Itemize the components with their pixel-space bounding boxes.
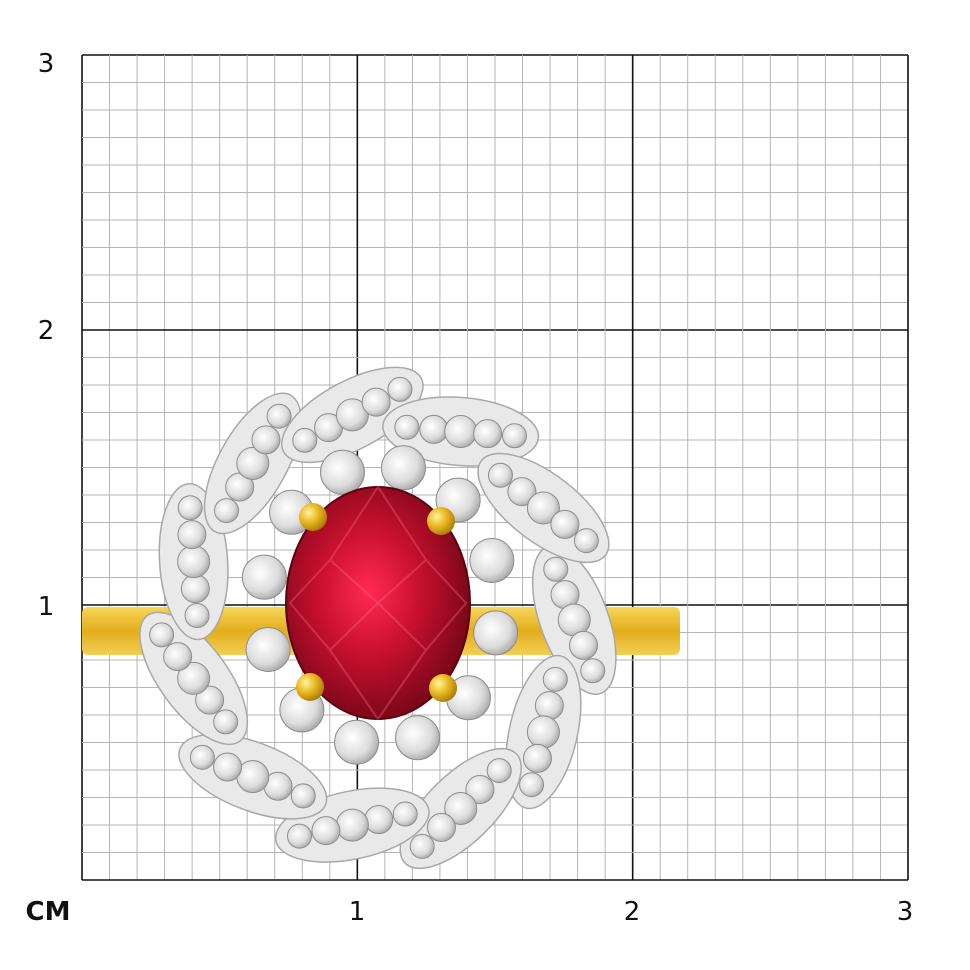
diamond	[502, 423, 528, 449]
diamond	[184, 603, 210, 629]
diamond	[409, 833, 435, 859]
diamond	[394, 414, 420, 440]
diamond	[444, 415, 478, 449]
diamond	[387, 376, 413, 402]
diamond	[534, 691, 564, 721]
y-tick-1: 1	[37, 592, 55, 622]
unit-label: CM	[25, 897, 71, 927]
diamond	[519, 772, 545, 798]
diamond	[195, 685, 225, 715]
diamond	[266, 403, 292, 429]
diamond	[213, 709, 239, 735]
diamond	[486, 758, 512, 784]
ruby-facets	[288, 485, 468, 721]
diamond	[526, 491, 560, 525]
diamond	[245, 627, 291, 673]
diamond	[189, 744, 215, 770]
diamond	[473, 610, 519, 656]
ruby-center-stone	[285, 486, 471, 720]
diamond	[426, 812, 456, 842]
diamond	[573, 528, 599, 554]
x-tick-3: 3	[896, 897, 914, 927]
diamond	[177, 495, 203, 521]
diamond	[334, 719, 380, 765]
diamond	[580, 658, 606, 684]
diamond	[177, 545, 211, 579]
diamond	[213, 752, 243, 782]
diamond	[465, 775, 495, 805]
diamond	[177, 520, 207, 550]
diamond	[290, 783, 316, 809]
diamond	[361, 387, 391, 417]
diamond	[335, 808, 369, 842]
diamond	[473, 419, 503, 449]
diamond	[214, 498, 240, 524]
prong	[299, 503, 327, 531]
diamond	[469, 537, 515, 583]
diamond	[177, 661, 211, 695]
diamond	[180, 574, 210, 604]
diamond	[568, 630, 598, 660]
diamond	[380, 445, 426, 491]
diamond	[392, 801, 418, 827]
y-tick-2: 2	[37, 316, 55, 346]
diamond	[550, 509, 580, 539]
diamond	[149, 622, 175, 648]
diamond	[241, 554, 287, 600]
diamond	[526, 715, 560, 749]
prong	[296, 673, 324, 701]
diamond	[487, 462, 513, 488]
diamond	[236, 446, 270, 480]
diamond	[287, 823, 312, 849]
diamond	[507, 477, 537, 507]
prong	[427, 507, 455, 535]
diamond	[335, 398, 369, 432]
diamond	[419, 414, 449, 444]
diamond	[311, 816, 341, 846]
diamond	[543, 556, 569, 582]
diamond	[542, 666, 568, 692]
diamond	[395, 715, 441, 761]
prong	[429, 674, 457, 702]
diamond	[364, 805, 394, 835]
diamond	[251, 425, 281, 455]
x-tick-1: 1	[348, 897, 366, 927]
diamond	[319, 449, 365, 495]
diamond	[444, 791, 478, 825]
diamond-cluster	[139, 366, 617, 870]
y-tick-3: 3	[37, 49, 55, 79]
x-tick-2: 2	[623, 897, 641, 927]
diamond	[522, 743, 552, 773]
diamond	[292, 427, 318, 453]
diamond	[163, 642, 193, 672]
